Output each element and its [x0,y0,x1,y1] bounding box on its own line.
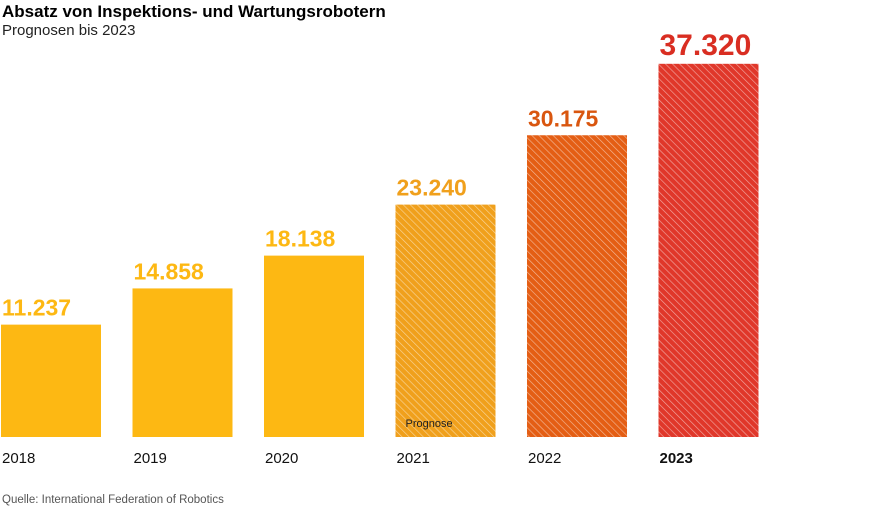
x-tick-label-2023: 2023 [660,450,693,467]
x-tick-label-2020: 2020 [265,450,298,467]
x-tick-label-2018: 2018 [2,450,35,467]
x-tick-label-2019: 2019 [134,450,167,467]
value-label-2023: 37.320 [660,29,752,62]
forecast-note: Prognose [406,418,453,430]
bar-2023 [658,63,759,438]
x-tick-label-2022: 2022 [528,450,561,467]
value-label-2022: 30.175 [528,105,599,131]
chart-title: Absatz von Inspektions- und Wartungsrobo… [2,2,386,21]
bars-layer [1,63,759,438]
bar-2022 [527,135,627,437]
value-label-2019: 14.858 [134,258,205,284]
x-tick-label-2021: 2021 [397,450,430,467]
value-label-2018: 11.237 [2,295,71,321]
bar-2019 [132,288,233,437]
bar-2020 [264,255,364,437]
value-label-2020: 18.138 [265,226,336,252]
bar-2018 [1,324,101,437]
chart-subtitle: Prognosen bis 2023 [2,22,136,39]
source-note: Quelle: International Federation of Robo… [2,494,224,506]
labels-layer: 11.237 2018 14.858 2019 18.138 2020 23.240 2021… [2,29,751,467]
value-label-2021: 23.240 [397,175,467,201]
bar-2021 [395,204,496,437]
